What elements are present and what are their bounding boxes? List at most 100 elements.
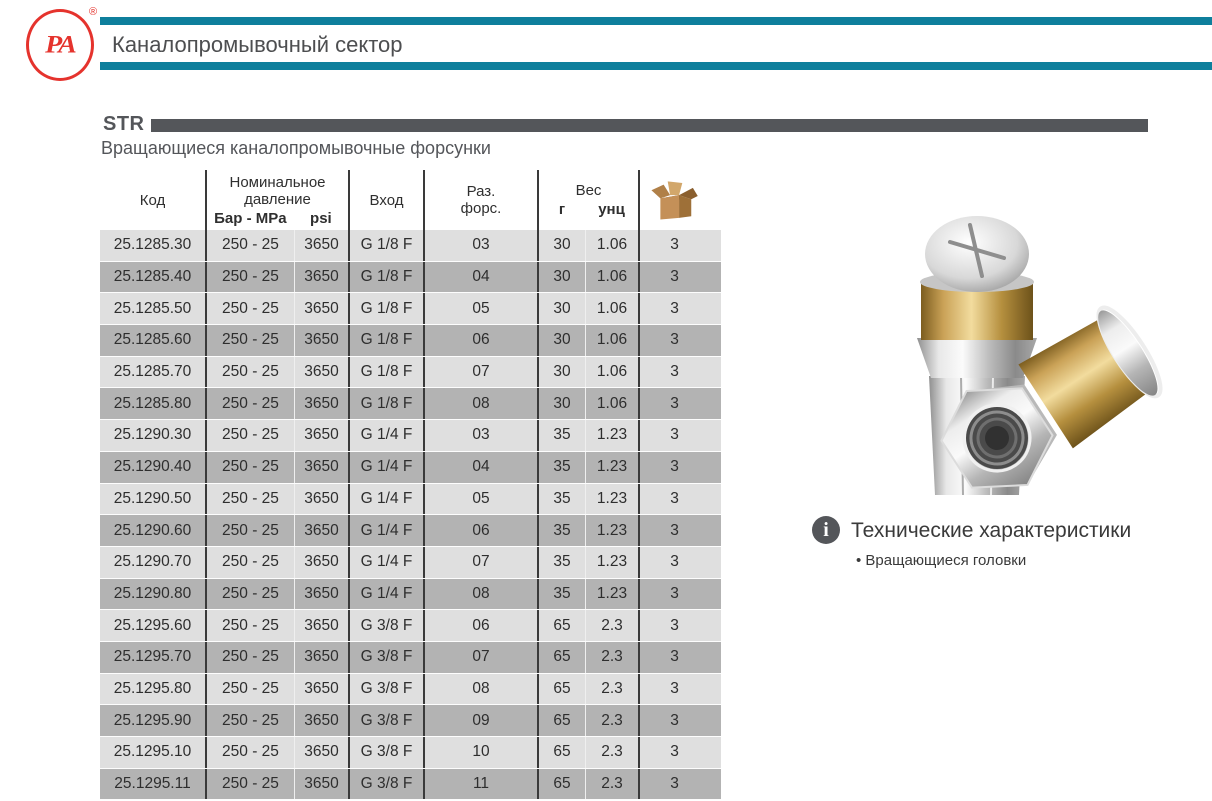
table-cell: 2.3 xyxy=(586,610,640,641)
table-row: 25.1285.80 250 - 25 3650 G 1/8 F 08 30 1.06 3 xyxy=(100,388,721,421)
table-cell: G 1/8 F xyxy=(350,230,425,261)
table-cell: 35 xyxy=(539,420,586,451)
table-row: 25.1285.70 250 - 25 3650 G 1/8 F 07 30 1.06 3 xyxy=(100,356,721,389)
col-header-pressure: Номинальное давление Бар - MPa psi xyxy=(207,170,350,230)
table-cell: G 1/8 F xyxy=(350,388,425,420)
table-cell: 65 xyxy=(539,737,586,768)
table-cell: 1.06 xyxy=(586,230,640,261)
table-cell: 25.1285.30 xyxy=(100,230,207,261)
table-cell: G 1/4 F xyxy=(350,483,425,515)
table-cell: 3 xyxy=(670,521,679,539)
table-cell: 250 - 25 xyxy=(207,230,295,261)
table-cell: 250 - 25 xyxy=(207,641,295,673)
spec-table: Код Номинальное давление Бар - MPa psi В… xyxy=(100,170,721,801)
table-cell: 25.1290.30 xyxy=(100,420,207,451)
table-cell: G 1/4 F xyxy=(350,578,425,610)
table-cell: 65 xyxy=(539,768,586,800)
tech-characteristics-feature: Вращающиеся головки xyxy=(856,552,1026,569)
table-cell: 250 - 25 xyxy=(207,768,295,800)
table-cell: 65 xyxy=(539,641,586,673)
table-row: 25.1290.30 250 - 25 3650 G 1/4 F 03 35 1.23 3 xyxy=(100,420,721,452)
table-cell: 3 xyxy=(670,268,679,286)
table-row: 25.1295.90 250 - 25 3650 G 3/8 F 09 65 2.3 3 xyxy=(100,705,721,737)
table-row: 25.1295.11 250 - 25 3650 G 3/8 F 11 65 2.3 3 xyxy=(100,768,721,801)
rotating-nozzles-photo xyxy=(917,216,1163,495)
table-cell: 3 xyxy=(670,426,679,444)
table-cell: 3650 xyxy=(295,325,350,356)
table-row: 25.1290.50 250 - 25 3650 G 1/4 F 05 35 1.23 3 xyxy=(100,483,721,516)
table-cell: 25.1295.70 xyxy=(100,641,207,673)
table-cell: 03 xyxy=(425,230,539,261)
table-row: 25.1290.60 250 - 25 3650 G 1/4 F 06 35 1.23 3 xyxy=(100,515,721,547)
table-cell: 250 - 25 xyxy=(207,578,295,610)
table-cell: 250 - 25 xyxy=(207,420,295,451)
section-code: STR xyxy=(103,113,145,135)
table-cell: 250 - 25 xyxy=(207,451,295,483)
table-cell: 65 xyxy=(539,673,586,705)
table-cell: 250 - 25 xyxy=(207,483,295,515)
table-cell: 250 - 25 xyxy=(207,610,295,641)
table-cell: 2.3 xyxy=(586,768,640,800)
header-rule-bottom xyxy=(100,62,1212,70)
info-icon: i xyxy=(812,516,840,544)
table-cell: 3650 xyxy=(295,546,350,578)
table-row: 25.1295.10 250 - 25 3650 G 3/8 F 10 65 2.3 3 xyxy=(100,737,721,769)
table-cell: 25.1295.90 xyxy=(100,705,207,736)
table-cell: 2.3 xyxy=(586,641,640,673)
table-cell: G 1/4 F xyxy=(350,546,425,578)
table-cell: 1.06 xyxy=(586,388,640,420)
table-cell: 25.1285.80 xyxy=(100,388,207,420)
table-row: 25.1295.70 250 - 25 3650 G 3/8 F 07 65 2.3 3 xyxy=(100,641,721,674)
col-header-weight-g: г xyxy=(558,201,566,218)
table-cell: 35 xyxy=(539,483,586,515)
table-cell: 25.1290.70 xyxy=(100,546,207,578)
table-cell: 250 - 25 xyxy=(207,261,295,293)
table-cell: G 3/8 F xyxy=(350,737,425,768)
table-cell: 3650 xyxy=(295,673,350,705)
table-cell: 3 xyxy=(670,331,679,349)
table-cell: 3 xyxy=(670,711,679,729)
table-cell: 25.1285.40 xyxy=(100,261,207,293)
table-cell: 3 xyxy=(670,648,679,666)
table-cell: 250 - 25 xyxy=(207,737,295,768)
table-row: 25.1290.40 250 - 25 3650 G 1/4 F 04 35 1.23 3 xyxy=(100,451,721,484)
table-cell: 3650 xyxy=(295,578,350,610)
table-cell: 30 xyxy=(539,293,586,325)
col-header-inlet: Вход xyxy=(350,170,425,230)
table-cell: 3 xyxy=(670,489,679,507)
table-cell: 3 xyxy=(670,394,679,412)
col-header-pressure-bar: Бар - MPa xyxy=(214,209,287,227)
table-cell: 250 - 25 xyxy=(207,356,295,388)
table-cell: 3650 xyxy=(295,420,350,451)
col-header-pressure-psi: psi xyxy=(310,209,332,227)
table-cell: 10 xyxy=(425,737,539,768)
table-cell: 25.1295.80 xyxy=(100,673,207,705)
table-cell: 06 xyxy=(425,325,539,356)
table-body: 25.1285.30 250 - 25 3650 G 1/8 F 03 30 1.06 3 25… xyxy=(100,230,721,801)
table-row: 25.1285.60 250 - 25 3650 G 1/8 F 06 30 1.06 3 xyxy=(100,325,721,357)
table-cell: G 1/4 F xyxy=(350,515,425,546)
table-cell: 250 - 25 xyxy=(207,293,295,325)
table-cell: 25.1290.50 xyxy=(100,483,207,515)
table-cell: 65 xyxy=(539,705,586,736)
table-cell: 250 - 25 xyxy=(207,325,295,356)
table-cell: G 3/8 F xyxy=(350,610,425,641)
table-cell: 30 xyxy=(539,356,586,388)
table-cell: 06 xyxy=(425,515,539,546)
table-cell: 05 xyxy=(425,483,539,515)
brand-logo-text: PA xyxy=(45,30,77,59)
table-cell: 3 xyxy=(670,743,679,761)
table-cell: 35 xyxy=(539,546,586,578)
col-header-code: Код xyxy=(100,170,207,230)
table-cell: 3 xyxy=(670,458,679,476)
table-cell: 1.23 xyxy=(586,515,640,546)
brand-logo: PA xyxy=(26,9,94,81)
table-cell: 04 xyxy=(425,451,539,483)
table-cell: 07 xyxy=(425,641,539,673)
cardboard-box-icon xyxy=(650,181,698,220)
table-cell: 65 xyxy=(539,610,586,641)
registered-trademark-icon: ® xyxy=(89,6,98,18)
table-cell: 03 xyxy=(425,420,539,451)
table-cell: G 3/8 F xyxy=(350,768,425,800)
table-cell: G 3/8 F xyxy=(350,673,425,705)
